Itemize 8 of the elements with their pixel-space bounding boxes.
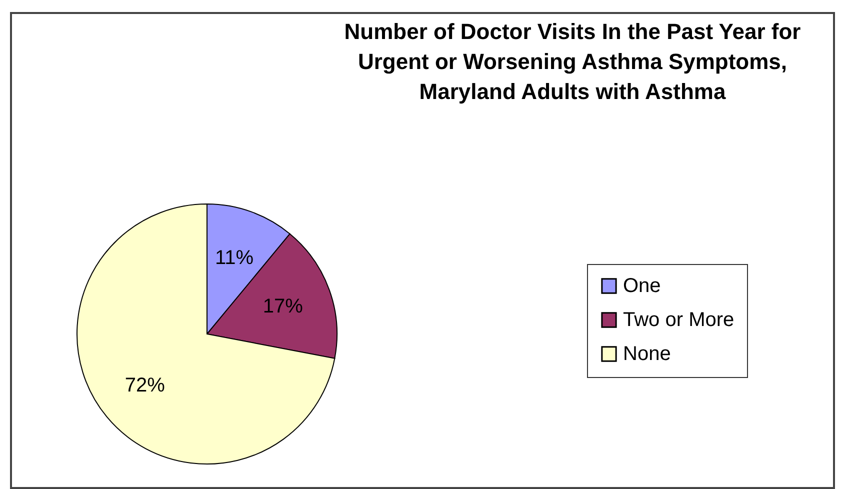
data-label: 11% (215, 247, 254, 270)
data-label: 72% (124, 374, 166, 396)
legend-label: Two or More (623, 309, 734, 331)
legend-label: None (623, 343, 671, 365)
legend-label: One (623, 275, 661, 297)
pie-slice (76, 204, 336, 464)
chart-title: Number of Doctor Visits In the Past Year for Urgent or Worsening Asthma Symptoms, Maryland Adults with Asthma (344, 19, 802, 104)
data-label: 17% (262, 296, 304, 318)
